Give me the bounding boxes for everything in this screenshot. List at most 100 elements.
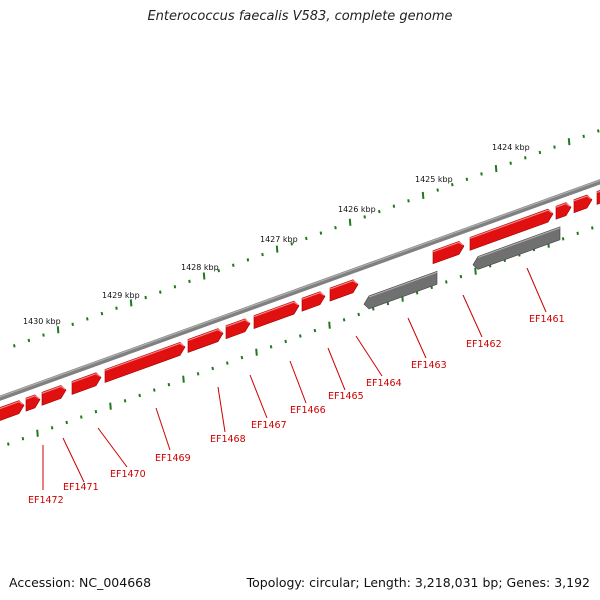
inner-tick [21, 436, 25, 441]
inner-tick [80, 415, 83, 419]
inner-tick [313, 328, 317, 333]
inner-tick [269, 345, 273, 349]
gene-label: EF1465 [328, 391, 364, 402]
inner-tick [123, 399, 127, 403]
gene-label: EF1469 [155, 453, 191, 464]
outer-tick [13, 344, 16, 348]
outer-tick [56, 326, 60, 334]
gene-label: EF1470 [110, 469, 146, 480]
gene-arrow [0, 400, 25, 421]
gene-arrow [253, 300, 300, 329]
outer-tick [129, 299, 133, 307]
gene-track [0, 189, 600, 421]
inner-tick [50, 426, 54, 430]
inner-tick [372, 307, 375, 311]
outer-tick [188, 279, 191, 284]
gene-arrow [469, 208, 554, 251]
outer-tick [509, 161, 512, 165]
inner-tick [211, 366, 214, 371]
outer-tick-ring [13, 129, 600, 348]
outer-tick [334, 225, 337, 230]
outer-tick [144, 295, 147, 300]
outer-tick [378, 209, 381, 214]
gene-leader-line [526, 267, 547, 313]
outer-tick [582, 134, 585, 139]
gene-label: EF1468 [210, 434, 246, 445]
outer-tick [494, 164, 498, 173]
inner-tick [591, 226, 594, 230]
outer-tick [465, 177, 469, 181]
inner-tick [7, 442, 10, 446]
inner-tick [284, 339, 287, 344]
inner-tick [342, 318, 346, 322]
outer-tick [421, 191, 425, 199]
inner-tick [153, 388, 156, 392]
gene-label: EF1461 [529, 314, 565, 325]
gene-label: EF1472 [28, 495, 64, 506]
gene-label: EF1471 [63, 482, 99, 493]
inner-tick [138, 393, 141, 398]
gene-leader-line [155, 407, 171, 451]
outer-tick [436, 188, 439, 192]
inner-tick [561, 237, 565, 241]
gene-leader-line [407, 317, 427, 359]
outer-tick [407, 199, 410, 203]
outer-tick [217, 268, 220, 273]
gene-label: EF1467 [251, 420, 287, 431]
gene-arrow [71, 372, 102, 395]
gene-label: EF1466 [290, 405, 326, 416]
gene-arrow-reverse [363, 270, 438, 310]
gene-arrow [104, 341, 186, 383]
inner-tick [576, 231, 579, 236]
outer-tick [553, 145, 556, 149]
inner-tick [196, 372, 200, 376]
kbp-label: 1427 kbp [260, 235, 298, 244]
gene-leader-line [97, 427, 128, 468]
outer-tick [319, 231, 323, 235]
gene-arrow [596, 189, 600, 205]
outer-tick [451, 182, 454, 187]
outer-tick [232, 263, 235, 267]
outer-tick [290, 242, 293, 246]
outer-tick [597, 129, 600, 133]
inner-tick [445, 280, 448, 284]
outer-tick [100, 311, 104, 316]
kbp-label: 1425 kbp [415, 175, 453, 184]
gene-leader-line [62, 437, 85, 483]
outer-tick [480, 172, 483, 176]
gene-label: EF1463 [411, 360, 447, 371]
outer-tick [261, 252, 264, 257]
gene-arrow [555, 202, 572, 220]
gene-arrow [225, 318, 251, 340]
gene-arrow-reverse [472, 226, 561, 270]
kbp-label-group: 1424 kbp 1425 kbp 1426 kbp 1427 kbp 1428 kbp… [23, 143, 530, 326]
outer-tick [71, 322, 74, 327]
outer-tick [275, 245, 279, 253]
inner-tick [299, 334, 302, 338]
outer-tick [538, 150, 542, 155]
accession-text: Accession: NC_004668 [9, 575, 152, 590]
kbp-label: 1424 kbp [492, 143, 530, 152]
inner-tick [255, 348, 258, 356]
inner-tick [65, 420, 68, 425]
inner-tick [240, 355, 244, 360]
inner-tick [386, 301, 390, 306]
outer-tick [348, 218, 352, 226]
gene-leader-line [289, 360, 307, 404]
kbp-label: 1430 kbp [23, 317, 61, 326]
gene-leader-line [462, 294, 483, 338]
outer-tick [159, 290, 162, 294]
gene-leader-line [249, 374, 268, 419]
gene-leader-line [327, 347, 346, 391]
reverse-gene-track [363, 226, 561, 310]
inner-tick [109, 402, 112, 410]
outer-tick [115, 306, 118, 310]
outer-tick [246, 258, 250, 262]
outer-tick [524, 156, 527, 160]
gene-label: EF1464 [366, 378, 402, 389]
inner-tick [474, 267, 477, 275]
gene-arrow [41, 385, 67, 406]
inner-tick [328, 321, 331, 329]
outer-tick [305, 236, 308, 241]
